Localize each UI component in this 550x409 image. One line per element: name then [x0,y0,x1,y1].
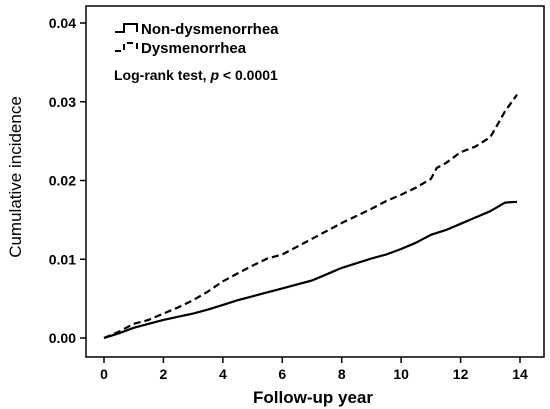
annotation-p-symbol: p [209,67,219,83]
x-tick-label: 6 [278,366,286,382]
log-rank-annotation: Log-rank test, p < 0.0001 [114,67,278,83]
y-tick-label: 0.00 [49,330,76,346]
y-tick-label: 0.03 [49,94,76,110]
legend-swatch-non-dysmenorrhea [115,23,138,33]
series-lines [103,94,518,340]
x-tick-label: 2 [160,366,168,382]
x-tick-label: 0 [100,366,108,382]
x-tick-label: 12 [453,366,469,382]
x-tick-label: 14 [512,366,528,382]
y-tick-label: 0.04 [49,15,76,31]
x-tick-label: 4 [219,366,227,382]
annotation-suffix: < 0.0001 [219,67,278,83]
legend-swatch-dysmenorrhea [115,42,138,52]
series-line-non-dysmenorrhea [103,200,518,340]
y-tick-label: 0.02 [49,173,76,189]
y-tick-label: 0.01 [49,251,76,267]
series-line-dysmenorrhea [103,94,518,340]
x-axis: 0 2 4 6 8 10 12 14 [100,357,528,382]
x-tick-label: 8 [338,366,346,382]
legend-label-dysmenorrhea: Dysmenorrhea [141,40,247,57]
plot-area [85,5,545,358]
legend: Non-dysmenorrhea Dysmenorrhea [115,21,279,57]
y-axis-title: Cumulative incidence [6,96,25,258]
plot-border [85,5,545,358]
y-axis: 0.00 0.01 0.02 0.03 0.04 [49,15,86,346]
x-tick-label: 10 [393,366,409,382]
annotation-prefix: Log-rank test, [114,67,210,83]
legend-label-non-dysmenorrhea: Non-dysmenorrhea [141,21,279,38]
x-axis-title: Follow-up year [253,388,373,407]
